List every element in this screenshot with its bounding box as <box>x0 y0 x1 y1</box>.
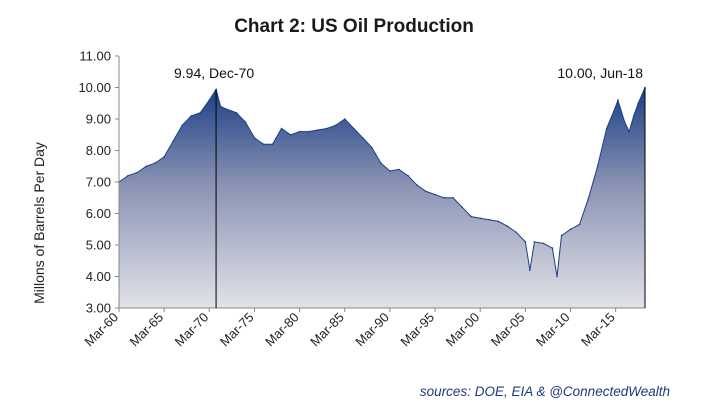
data-point <box>208 99 211 101</box>
data-point <box>235 111 238 114</box>
data-point <box>298 130 301 133</box>
data-point <box>362 137 364 139</box>
data-point <box>353 127 355 130</box>
data-point <box>632 115 635 117</box>
annotation-label: 10.00, Jun-18 <box>557 65 643 81</box>
y-axis-label: Millons of Barrels Per Day <box>31 142 47 304</box>
data-point <box>556 275 558 278</box>
data-point <box>389 170 391 172</box>
data-point <box>316 129 319 131</box>
data-point <box>506 225 509 227</box>
data-point <box>172 140 174 142</box>
y-tick-label: 8.00 <box>86 143 111 158</box>
data-point <box>529 269 531 272</box>
y-tick-label: 6.00 <box>86 206 111 221</box>
data-point <box>497 220 500 223</box>
data-point <box>407 174 409 177</box>
data-point <box>271 143 274 145</box>
data-point <box>434 193 436 196</box>
data-point <box>623 121 626 123</box>
data-point <box>461 206 463 208</box>
y-tick-label: 10.00 <box>78 80 111 95</box>
x-tick-label: Mar-15 <box>578 310 618 350</box>
data-point <box>380 162 382 164</box>
y-tick-label: 11.00 <box>79 49 111 64</box>
source-note: sources: DOE, EIA & @ConnectedWealth <box>419 384 670 399</box>
data-point <box>163 156 165 158</box>
annotation-label: 9.94, Dec-70 <box>174 65 254 81</box>
data-point <box>470 215 473 218</box>
x-tick-label: Mar-70 <box>172 310 212 350</box>
data-point <box>452 197 454 199</box>
data-point <box>569 228 572 231</box>
data-point <box>617 99 619 101</box>
chart-title: Chart 2: US Oil Production <box>234 16 474 37</box>
data-point <box>551 247 554 249</box>
data-point <box>307 130 310 133</box>
data-point <box>344 118 346 120</box>
data-point <box>262 143 265 145</box>
data-point <box>325 127 328 130</box>
data-point <box>596 165 599 168</box>
x-tick-label: Mar-85 <box>307 310 347 350</box>
data-point <box>280 127 283 130</box>
x-tick-label: Mar-80 <box>262 310 302 350</box>
data-point <box>637 102 639 105</box>
data-point <box>587 197 590 199</box>
y-tick-label: 7.00 <box>86 175 111 190</box>
data-point <box>524 241 527 243</box>
y-tick-label: 5.00 <box>86 238 111 253</box>
x-tick-label: Mar-65 <box>127 310 167 350</box>
data-point <box>127 174 129 177</box>
data-point <box>154 162 156 164</box>
y-tick-label: 3.00 <box>86 301 111 316</box>
x-tick-label: Mar-00 <box>443 310 483 350</box>
data-point <box>443 197 445 199</box>
data-point <box>226 108 229 111</box>
y-tick-label: 9.00 <box>86 112 111 127</box>
data-point <box>488 219 491 221</box>
data-point <box>371 146 373 149</box>
data-point <box>416 184 418 186</box>
data-point <box>136 171 138 174</box>
data-point <box>190 115 192 117</box>
data-point <box>398 168 400 171</box>
data-point <box>479 217 482 219</box>
data-point <box>244 121 247 123</box>
series-area <box>119 87 645 308</box>
x-tick-label: Mar-75 <box>217 310 257 350</box>
data-point <box>515 231 518 234</box>
data-point <box>614 105 617 108</box>
x-tick-label: Mar-95 <box>397 310 437 350</box>
data-point <box>289 134 292 136</box>
data-point <box>542 242 545 245</box>
x-tick-label: Mar-10 <box>533 310 573 350</box>
data-point <box>628 130 630 133</box>
data-point <box>605 127 608 130</box>
data-point <box>533 241 536 243</box>
data-point <box>219 105 222 108</box>
data-point <box>145 165 147 168</box>
y-tick-label: 4.00 <box>86 269 111 284</box>
x-tick-label: Mar-90 <box>352 310 392 350</box>
data-point <box>199 111 202 114</box>
data-point <box>181 124 183 127</box>
data-point <box>334 124 337 127</box>
data-point <box>578 223 581 226</box>
data-point <box>253 137 256 139</box>
data-point <box>560 234 563 237</box>
x-tick-label: Mar-05 <box>488 310 528 350</box>
data-point <box>425 190 427 193</box>
